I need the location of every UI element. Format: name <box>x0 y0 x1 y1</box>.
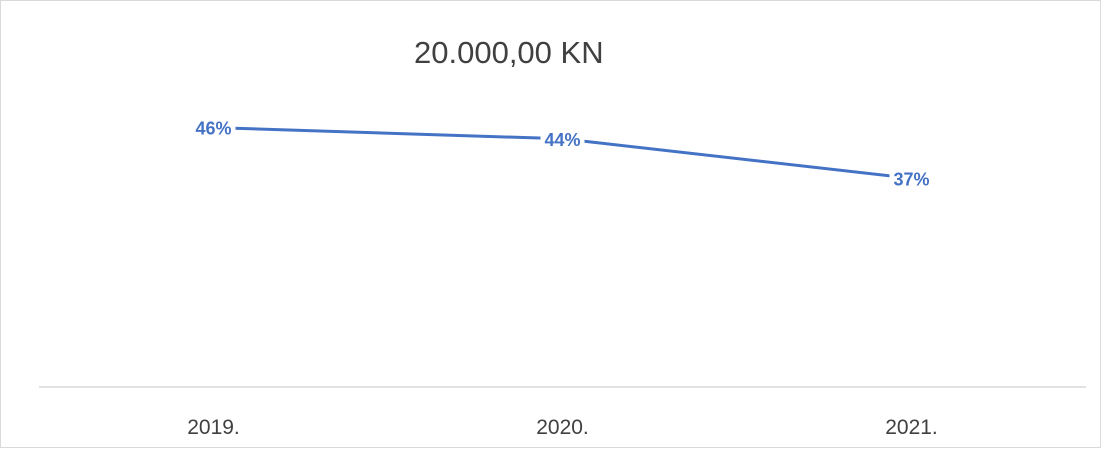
data-label-text: 46% <box>195 119 231 139</box>
chart-title: 20.000,00 KN <box>414 35 604 70</box>
x-tick-label: 2019. <box>187 416 240 439</box>
data-label-text: 37% <box>893 169 929 189</box>
data-label: 37% <box>889 168 934 190</box>
data-labels: 46% 44% 37% <box>191 117 934 190</box>
data-label: 46% <box>191 117 236 139</box>
data-label: 44% <box>540 128 585 150</box>
x-tick-label: 2021. <box>885 416 938 439</box>
x-tick-label: 2020. <box>536 416 589 439</box>
data-label-background <box>191 117 236 139</box>
x-tick-labels: 2019. 2020. 2021. <box>187 416 938 439</box>
data-label-background <box>889 168 934 190</box>
data-label-background <box>540 128 585 150</box>
data-label-text: 44% <box>544 130 580 150</box>
